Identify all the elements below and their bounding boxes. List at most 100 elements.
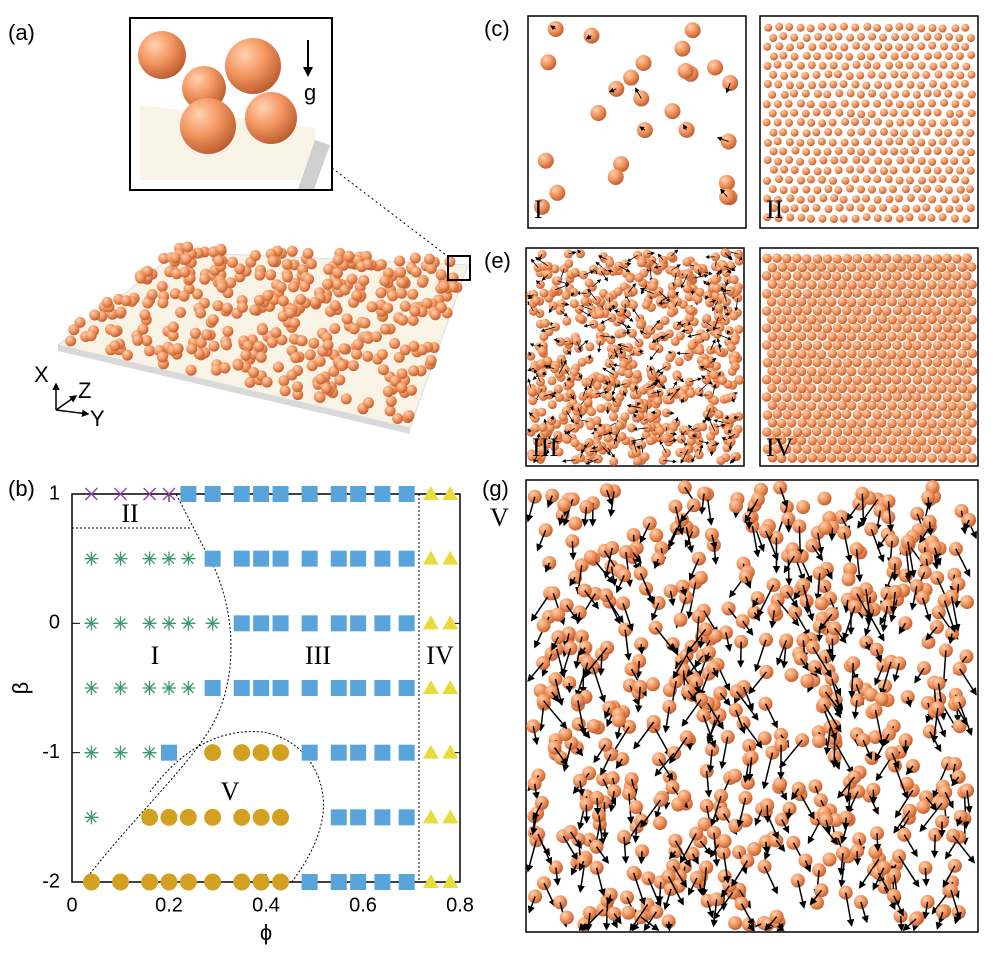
particle xyxy=(912,340,922,351)
particle xyxy=(842,392,852,403)
particle xyxy=(967,453,977,463)
particle xyxy=(879,147,888,156)
particle xyxy=(966,296,977,307)
particle xyxy=(917,118,926,127)
particle xyxy=(777,366,788,376)
particle xyxy=(856,435,867,446)
velocity-arrow xyxy=(717,333,732,341)
particle xyxy=(822,323,833,334)
velocity-arrow xyxy=(921,597,932,622)
particle xyxy=(879,127,888,136)
particle xyxy=(907,366,918,377)
particle xyxy=(834,166,843,175)
sphere xyxy=(296,335,308,347)
particle xyxy=(891,33,899,42)
particle xyxy=(802,185,811,194)
velocity-arrow xyxy=(951,776,960,787)
sphere xyxy=(409,252,421,264)
velocity-arrow xyxy=(719,736,729,770)
particle xyxy=(763,194,772,203)
velocity-arrow xyxy=(674,660,683,670)
particle xyxy=(768,185,777,194)
axis-label: Y xyxy=(90,406,105,431)
particle xyxy=(902,323,913,334)
particle xyxy=(922,426,932,437)
sphere xyxy=(207,314,219,326)
particle xyxy=(817,331,827,341)
particle xyxy=(878,186,887,195)
velocity-arrow xyxy=(593,797,602,816)
sphere xyxy=(225,277,237,289)
particle xyxy=(837,400,848,411)
particle xyxy=(802,392,812,402)
particle xyxy=(906,138,915,147)
sphere xyxy=(416,276,428,288)
particle xyxy=(895,214,904,223)
particle xyxy=(916,436,927,446)
particle xyxy=(807,195,816,203)
velocity-arrow xyxy=(566,350,572,355)
particle xyxy=(781,340,792,350)
velocity-arrow xyxy=(597,341,602,353)
image-panel xyxy=(759,15,979,229)
particle xyxy=(862,213,871,222)
particle xyxy=(911,288,922,298)
region-label: I xyxy=(151,641,160,670)
region-label: II xyxy=(121,499,138,528)
particle xyxy=(797,176,806,185)
velocity-arrow xyxy=(542,371,547,376)
particle xyxy=(867,400,877,411)
velocity-arrow xyxy=(536,433,541,442)
particle xyxy=(887,401,897,411)
velocity-arrow xyxy=(709,299,717,304)
point xyxy=(330,486,347,502)
sphere xyxy=(278,375,290,387)
particle xyxy=(769,70,778,79)
particle xyxy=(867,314,878,325)
sphere xyxy=(424,253,435,265)
sphere xyxy=(167,321,179,333)
particle xyxy=(637,258,647,268)
particle xyxy=(792,323,802,333)
particle xyxy=(554,392,564,402)
particle xyxy=(950,80,959,89)
particle xyxy=(707,59,724,76)
particle xyxy=(777,262,788,273)
sphere xyxy=(277,295,289,307)
particle xyxy=(900,129,908,138)
point xyxy=(253,680,270,696)
particle xyxy=(787,297,797,308)
particle xyxy=(957,348,968,359)
sphere xyxy=(142,297,154,309)
velocity-arrow xyxy=(825,568,833,580)
sphere xyxy=(389,338,401,349)
sphere xyxy=(343,250,355,262)
particle xyxy=(813,167,822,176)
velocity-arrow xyxy=(690,288,695,296)
sphere xyxy=(262,290,274,301)
particle xyxy=(928,175,937,184)
velocity-arrow xyxy=(736,641,745,668)
particle xyxy=(822,427,832,437)
particle xyxy=(790,185,799,194)
particle xyxy=(902,254,912,264)
velocity-arrow xyxy=(615,383,627,388)
particle xyxy=(839,155,848,164)
particle xyxy=(675,331,685,341)
velocity-arrow xyxy=(577,780,585,797)
particle xyxy=(857,185,866,194)
velocity-arrow xyxy=(632,307,641,319)
sphere xyxy=(385,395,397,407)
velocity-arrow xyxy=(592,667,606,703)
velocity-arrow xyxy=(646,382,659,389)
point xyxy=(204,550,221,567)
particle xyxy=(966,204,975,212)
velocity-arrow xyxy=(670,431,678,436)
particle xyxy=(842,323,852,334)
sphere xyxy=(89,309,101,321)
particle xyxy=(785,155,794,164)
point xyxy=(204,808,222,826)
velocity-arrow xyxy=(893,810,911,834)
particle xyxy=(786,43,794,52)
particle xyxy=(812,128,821,137)
